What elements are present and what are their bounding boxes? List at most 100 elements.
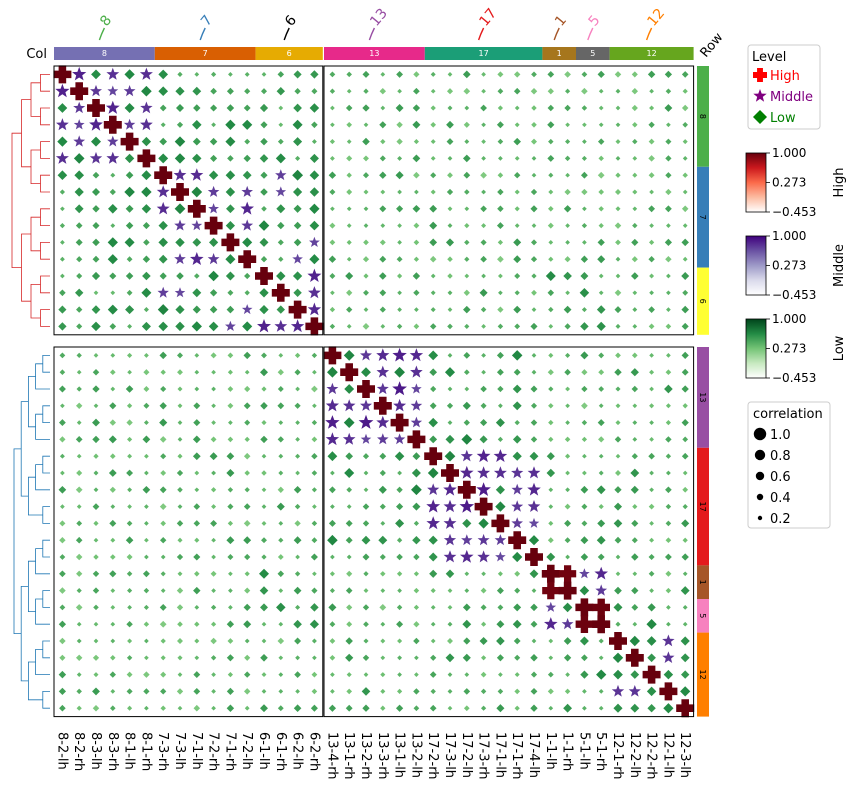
col-group-label: 7 [203,49,208,58]
heatmap-cell [140,101,153,114]
heatmap-cell [92,570,100,578]
heatmap-cell [664,553,672,561]
heatmap-cell [647,70,656,79]
heatmap-cell [278,588,284,593]
heatmap-cell [598,88,604,94]
heatmap-cell [276,87,285,96]
heatmap-cell [346,570,353,577]
heatmap-cell [243,503,251,510]
heatmap-cell [528,517,540,528]
heatmap-cell [93,638,99,644]
heatmap-cell [311,88,318,95]
heatmap-cell [278,672,284,677]
heatmap-cell [665,369,672,376]
heatmap-cell [378,535,388,545]
heatmap-cell [127,705,133,711]
heatmap-cell [91,136,101,147]
heatmap-cell [646,636,657,646]
heatmap-cell [564,256,571,263]
heatmap-cell [174,136,186,147]
heatmap-cell [259,154,269,163]
heatmap-cell [259,237,269,247]
heatmap-cell [110,655,116,661]
heatmap-cell [631,553,639,561]
heatmap-cell [125,221,134,230]
heatmap-cell [682,122,688,128]
heatmap-cell [176,121,184,128]
heatmap-cell [127,436,133,442]
heatmap-cell [666,223,671,228]
heatmap-cell [464,672,470,677]
heatmap-cell [380,655,386,661]
heatmap-cell [227,369,233,375]
heatmap-cell [394,451,405,461]
heatmap-cell [211,386,216,392]
heatmap-cell [598,403,604,409]
heatmap-cell [529,569,539,579]
heatmap-cell [244,705,250,711]
heatmap-cell [393,433,406,445]
heatmap-cell [294,571,301,577]
heatmap-cell [330,470,335,476]
heatmap-cell [379,155,386,162]
heatmap-cell [379,205,387,213]
heatmap-cell [238,250,257,269]
heatmap-cell [497,88,504,95]
heatmap-cell [275,153,286,164]
heatmap-cell [514,688,521,695]
col-group-bracket [283,27,290,41]
heatmap-cell [631,453,638,460]
heatmap-cell [395,704,404,712]
heatmap-cell [463,305,471,314]
heatmap-cell [159,603,167,611]
heatmap-cell [514,419,520,426]
heatmap-cell [579,585,590,596]
heatmap-cell [412,452,421,461]
heatmap-cell [463,352,471,359]
heatmap-cell [561,618,574,630]
heatmap-cell [362,520,370,527]
column-group-titles: 8 7 6 13 17 1 5 12 [97,6,668,41]
heatmap-cell [58,419,66,427]
heatmap-cell [429,435,438,444]
heatmap-cell [581,307,587,313]
heatmap-cell [547,104,555,112]
heatmap-cell [143,386,150,392]
col-group-bracket [645,27,653,41]
heatmap-cell [682,621,688,627]
heatmap-cell [430,156,436,161]
heatmap-cell [648,323,655,330]
heatmap-cell [592,615,611,634]
heatmap-cell [261,621,267,627]
heatmap-cell [344,384,355,394]
heatmap-cell [512,435,522,444]
heatmap-cell [290,319,305,333]
heatmap-cell [513,137,521,146]
heatmap-cell [447,621,453,627]
heatmap-cell [210,154,218,162]
heatmap-cell [242,119,253,130]
heatmap-cell [615,554,621,560]
heatmap-cell [397,588,402,593]
heatmap-cell [176,587,184,594]
heatmap-cell [525,548,543,566]
heatmap-cell [531,138,537,145]
heatmap-cell [575,615,594,633]
heatmap-cell [75,553,83,561]
heatmap-cell [546,468,556,478]
heatmap-cell [278,521,284,526]
x-tick-label: 17-1-lh [492,732,507,778]
heatmap-cell [682,486,689,493]
heatmap-cell [412,502,421,511]
row-group-label: 7 [698,215,707,220]
heatmap-cell [225,187,236,197]
heatmap-cell [76,570,83,577]
heatmap-cell [274,319,288,332]
heatmap-cell [260,88,268,95]
heatmap-cell [92,503,100,510]
heatmap-cell [411,468,421,478]
heatmap-cell [614,222,622,229]
heatmap-cell [481,88,486,94]
heatmap-cell [139,67,153,80]
heatmap-cell [326,382,339,395]
